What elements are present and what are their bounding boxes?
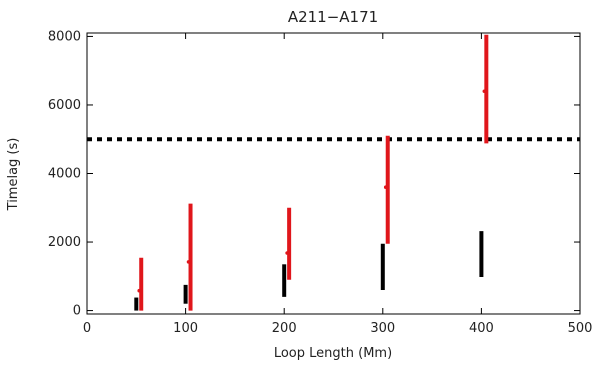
chart-title: A211−A171: [288, 8, 378, 26]
x-tick-label-0: 0: [83, 321, 91, 336]
y-axis-title: Timelag (s): [6, 138, 21, 212]
x-tick-label-2: 200: [272, 321, 297, 336]
x-tick-label-1: 100: [173, 321, 198, 336]
series-1-midpoint-4: [482, 89, 487, 94]
x-tick-label-4: 400: [469, 321, 494, 336]
x-axis-title: Loop Length (Mm): [274, 346, 392, 361]
series-1-midpoint-2: [285, 251, 289, 255]
y-tick-label-4: 8000: [48, 29, 81, 44]
series-1-midpoint-0: [137, 288, 142, 293]
y-tick-label-1: 2000: [48, 235, 81, 250]
x-tick-label-5: 500: [568, 321, 593, 336]
x-tick-label-3: 300: [370, 321, 395, 336]
series-1-midpoint-3: [383, 185, 388, 190]
plot-frame: [86, 32, 581, 315]
y-tick-label-2: 4000: [48, 167, 81, 182]
y-tick-label-3: 6000: [48, 98, 81, 113]
series-1-midpoint-1: [186, 260, 191, 264]
plot-layer: 0 100 200 300 400 500 0 2000 4000 6000 8000: [48, 29, 593, 336]
y-tick-label-0: 0: [73, 304, 81, 319]
